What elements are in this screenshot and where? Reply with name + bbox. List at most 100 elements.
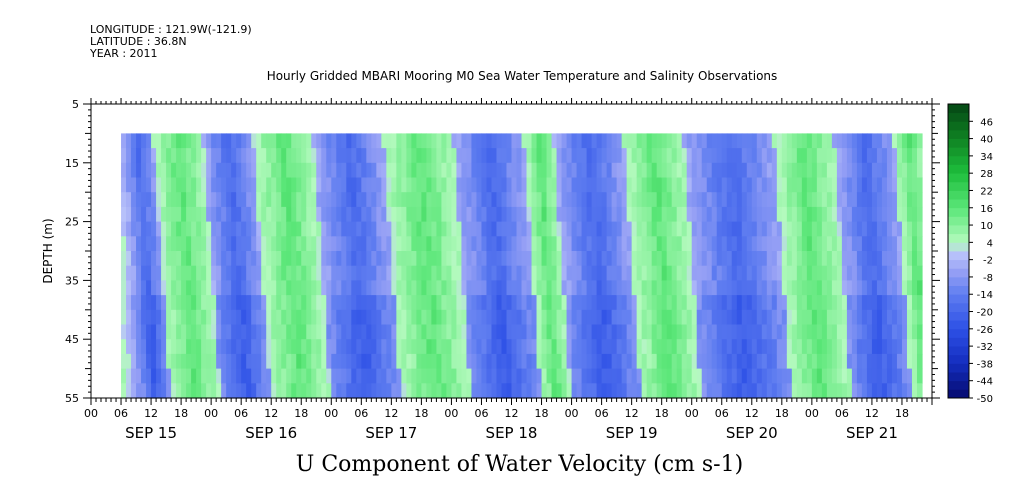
heat-cell — [771, 221, 778, 237]
heat-cell — [481, 265, 488, 281]
heat-cell — [446, 148, 453, 164]
heat-cell — [856, 221, 863, 237]
heat-cell — [326, 133, 332, 149]
heat-cell — [491, 251, 498, 267]
heat-cell — [266, 309, 272, 326]
heat-cell — [511, 236, 518, 252]
heat-cell — [166, 309, 172, 326]
heat-cell — [441, 353, 448, 370]
heat-cell — [666, 162, 673, 179]
colorbar-swatch — [948, 354, 969, 364]
colorbar-label: -44 — [977, 377, 993, 388]
heat-cell — [141, 177, 147, 193]
heat-cell — [896, 206, 903, 223]
heat-cell — [291, 148, 297, 164]
heat-cell — [471, 295, 478, 311]
colorbar-swatch — [948, 328, 969, 338]
heat-cell — [836, 295, 843, 311]
heat-cell — [306, 353, 312, 370]
heat-cell — [291, 339, 297, 355]
heat-cell — [711, 383, 718, 399]
heat-cell — [156, 295, 162, 311]
heat-cell — [441, 324, 448, 340]
heat-cell — [856, 133, 863, 149]
heat-cell — [321, 221, 327, 237]
heat-cell — [601, 133, 608, 149]
heat-cell — [696, 251, 703, 267]
heat-cell — [756, 368, 763, 384]
heat-cell — [546, 206, 553, 223]
heat-cell — [276, 192, 282, 208]
heat-cell — [746, 133, 753, 149]
heat-cell — [606, 353, 613, 370]
heat-cell — [176, 251, 182, 267]
heat-cell — [216, 206, 222, 223]
heat-cell — [571, 265, 578, 281]
heat-cell — [486, 383, 493, 399]
heat-cell — [661, 353, 668, 370]
heat-cell — [161, 177, 167, 193]
heat-cell — [171, 236, 177, 252]
heat-cell — [466, 148, 473, 164]
heat-cell — [916, 236, 923, 252]
heat-cell — [291, 206, 297, 223]
heat-cell — [241, 324, 247, 340]
heat-cell — [336, 265, 342, 281]
heat-cell — [806, 339, 813, 355]
heat-cell — [526, 265, 533, 281]
heat-cell — [636, 368, 643, 384]
heat-cell — [651, 265, 658, 281]
heat-cell — [261, 177, 267, 193]
heat-cell — [221, 265, 227, 281]
heat-cell — [636, 280, 643, 296]
heat-cell — [796, 353, 803, 370]
heat-cell — [916, 324, 923, 340]
heat-cell — [616, 251, 623, 267]
heat-cell — [871, 251, 878, 267]
heat-cell — [161, 368, 167, 384]
heat-cell — [206, 236, 212, 252]
heat-cell — [781, 353, 788, 370]
heat-cell — [506, 280, 513, 296]
heat-cell — [656, 221, 663, 237]
heat-cell — [231, 251, 237, 267]
heat-cell — [121, 383, 127, 399]
heat-cell — [831, 280, 838, 296]
heat-cell — [861, 368, 868, 384]
heat-cell — [621, 309, 628, 326]
heat-cell — [841, 177, 848, 193]
heat-cell — [256, 206, 262, 223]
heat-cell — [481, 339, 488, 355]
heat-cell — [126, 368, 132, 384]
heat-cell — [326, 236, 332, 252]
heat-cell — [726, 148, 733, 164]
heat-cell — [751, 148, 758, 164]
heat-cell — [131, 206, 137, 223]
heat-cell — [471, 236, 478, 252]
heat-cell — [851, 236, 858, 252]
heat-cell — [841, 265, 848, 281]
heat-cell — [681, 309, 688, 326]
colorbar-swatch — [948, 207, 969, 217]
heat-cell — [306, 265, 312, 281]
heat-cell — [386, 251, 392, 267]
heat-cell — [276, 383, 282, 399]
heat-cell — [626, 324, 633, 340]
heat-cell — [846, 353, 853, 370]
heat-cell — [351, 280, 357, 296]
heat-cell — [586, 295, 593, 311]
heat-cell — [191, 133, 197, 149]
heat-cell — [626, 383, 633, 399]
heat-cell — [561, 148, 568, 164]
heat-cell — [916, 251, 923, 267]
heat-cell — [756, 295, 763, 311]
heat-cell — [431, 368, 438, 384]
x-hour-tick-label: 18 — [174, 407, 188, 420]
heat-cell — [146, 177, 152, 193]
heat-cell — [671, 133, 678, 149]
heat-cell — [336, 280, 342, 296]
heat-cell — [866, 177, 873, 193]
heat-cell — [141, 353, 147, 370]
heat-cell — [811, 295, 818, 311]
heat-cell — [816, 295, 823, 311]
